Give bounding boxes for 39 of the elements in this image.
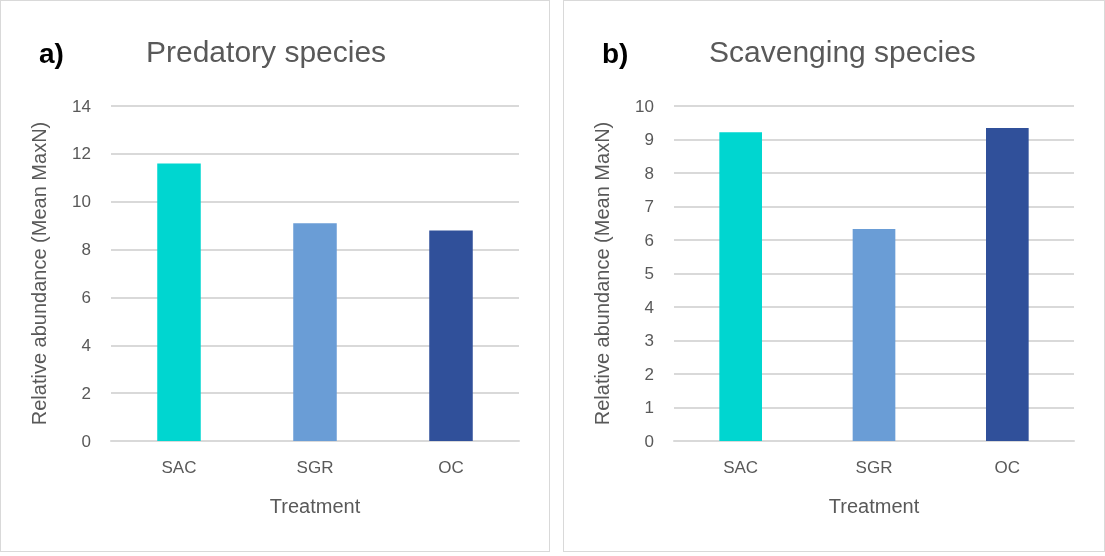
x-axis-title: Treatment (269, 495, 361, 517)
y-tick-label: 14 (72, 96, 91, 116)
bar (852, 228, 896, 441)
y-axis-title: Relative abundance (Mean MaxN) (591, 121, 613, 426)
y-tick-label: 0 (644, 431, 654, 451)
x-tick-label: SAC (723, 458, 759, 477)
y-tick-label: 5 (644, 264, 654, 283)
y-tick-label: 2 (644, 364, 654, 384)
x-axis-title: Treatment (828, 495, 920, 517)
y-tick-label: 8 (644, 163, 654, 183)
y-tick-label: 6 (644, 230, 654, 250)
y-tick-label: 7 (644, 197, 654, 216)
y-tick-label: 4 (81, 335, 91, 355)
text: a) (39, 37, 64, 69)
bar (719, 132, 762, 441)
y-tick-label: 0 (81, 431, 91, 451)
y-tick-label: 10 (72, 192, 91, 212)
chart-title: Scavenging species (709, 34, 976, 68)
bar (429, 230, 473, 441)
chart-title: Predatory species (146, 34, 387, 68)
bar (157, 163, 201, 441)
y-tick-label: 6 (81, 287, 91, 307)
x-tick-label: SGR (855, 458, 893, 477)
bar (986, 128, 1029, 441)
y-tick-label: 4 (644, 297, 654, 317)
text: b) (602, 37, 629, 69)
bar (293, 223, 337, 441)
x-tick-label: OC (994, 458, 1021, 477)
x-tick-label: OC (438, 458, 464, 477)
y-tick-label: 1 (644, 398, 654, 417)
y-tick-label: 3 (644, 331, 654, 350)
y-tick-label: 9 (644, 130, 654, 149)
y-tick-label: 8 (81, 240, 91, 260)
y-axis-title: Relative abundance (Mean MaxN) (28, 121, 50, 426)
y-tick-label: 2 (81, 383, 91, 403)
x-tick-label: SAC (161, 458, 197, 477)
y-tick-label: 10 (635, 96, 654, 116)
x-tick-label: SGR (296, 458, 334, 477)
y-tick-label: 12 (72, 144, 91, 164)
